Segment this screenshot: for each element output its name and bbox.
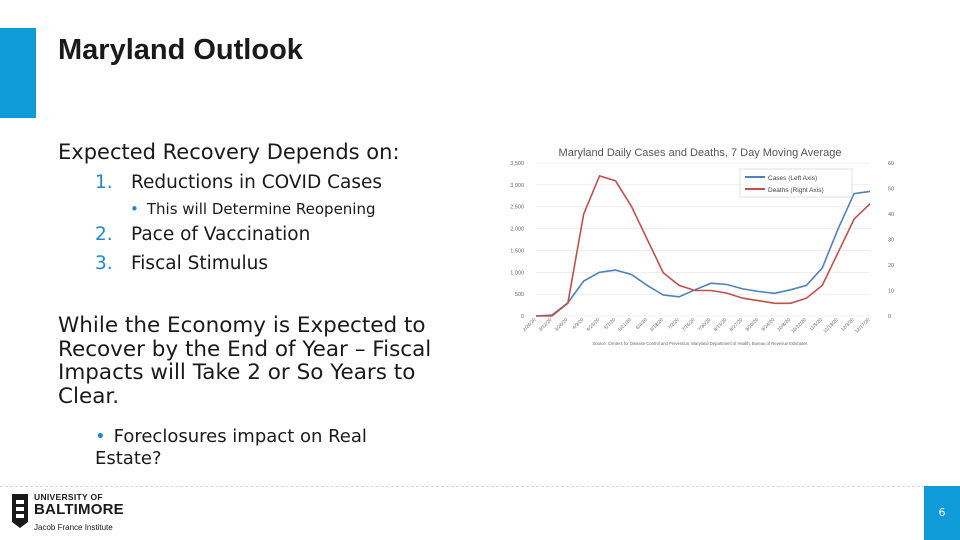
- list-item-1: 1. Reductions in COVID Cases: [95, 172, 382, 193]
- x-tick-label: 9/24/20: [760, 317, 776, 333]
- list-number: 3.: [95, 253, 113, 274]
- footer-divider: [0, 486, 960, 487]
- economy-paragraph: While the Economy is Expected to Recover…: [58, 313, 432, 409]
- list-item-text: Pace of Vaccination: [131, 224, 311, 245]
- x-tick-label: 7/30/20: [697, 317, 713, 333]
- sub-bullet-reopening: • This will Determine Reopening: [130, 200, 376, 218]
- left-tick-label: 1,500: [510, 248, 524, 254]
- list-item-text: Fiscal Stimulus: [131, 253, 268, 274]
- list-number: 1.: [95, 172, 113, 193]
- x-tick-label: 12/17/20: [854, 317, 872, 335]
- x-tick-label: 11/5/20: [808, 317, 824, 333]
- right-tick-label: 0: [888, 314, 891, 320]
- chart-right-axis: 0 10 20 30 40 50 60: [888, 161, 894, 320]
- intro-text: Expected Recovery Depends on:: [58, 140, 400, 164]
- x-tick-label: 6/18/20: [649, 317, 665, 333]
- left-tick-label: 2,000: [510, 227, 524, 233]
- left-tick-label: 3,500: [510, 161, 524, 167]
- right-tick-label: 30: [888, 238, 894, 244]
- left-tick-label: 0: [521, 314, 524, 320]
- logo-line-institute: Jacob France Institute: [34, 523, 113, 532]
- legend-label-cases: Cases (Left Axis): [768, 175, 817, 182]
- right-tick-label: 60: [888, 161, 894, 167]
- list-item-3: 3. Fiscal Stimulus: [95, 253, 268, 274]
- chart-x-axis: 2/26/20 3/12/20 3/26/20 4/9/20 4/23/20 5/7/20…: [522, 317, 872, 335]
- x-tick-label: 4/23/20: [585, 317, 601, 333]
- right-tick-label: 50: [888, 187, 894, 193]
- chart-legend: Cases (Left Axis) Deaths (Right Axis): [739, 168, 853, 198]
- sub-bullet-foreclosures: • Foreclosures impact on Real Estate?: [95, 426, 425, 469]
- right-tick-label: 10: [888, 289, 894, 295]
- bullet-icon: •: [95, 426, 106, 447]
- x-tick-label: 11/19/20: [822, 317, 839, 334]
- chart-title: Maryland Daily Cases and Deaths, 7 Day M…: [559, 147, 842, 159]
- logo-line-baltimore: BALTIMORE: [34, 501, 124, 518]
- logo-line-university: UNIVERSITY OF: [34, 492, 103, 502]
- chart-source: Source: Centers for Disease Control and …: [592, 341, 807, 346]
- x-tick-label: 8/27/20: [729, 317, 745, 333]
- x-tick-label: 8/13/20: [713, 317, 729, 333]
- chart-series: [535, 174, 871, 317]
- legend-label-deaths: Deaths (Right Axis): [768, 187, 824, 194]
- x-tick-label: 3/12/20: [538, 317, 554, 333]
- list-number: 2.: [95, 224, 113, 245]
- accent-bar: [0, 28, 36, 118]
- left-tick-label: 500: [515, 292, 524, 298]
- x-tick-label: 10/8/20: [776, 317, 792, 333]
- sub-bullet-text: This will Determine Reopening: [146, 200, 376, 218]
- right-tick-label: 40: [888, 212, 894, 218]
- bullet-icon: •: [130, 200, 139, 218]
- left-tick-label: 1,000: [510, 270, 524, 276]
- series-line-deaths: [536, 174, 871, 317]
- x-tick-label: 5/7/20: [603, 317, 617, 331]
- x-tick-label: 9/10/20: [745, 317, 761, 333]
- chart-left-axis: 0 500 1,000 1,500 2,000 2,500 3,000 3,500: [510, 161, 524, 320]
- left-tick-label: 3,000: [510, 183, 524, 189]
- x-tick-label: 2/26/20: [522, 317, 538, 333]
- series-line-cases: [535, 190, 871, 317]
- page-number: 6: [924, 486, 960, 540]
- x-tick-label: 3/26/20: [554, 317, 570, 333]
- x-tick-label: 7/16/20: [681, 317, 697, 333]
- slide-title: Maryland Outlook: [58, 34, 303, 66]
- university-logo-icon: [12, 494, 28, 528]
- x-tick-label: 7/2/20: [667, 317, 681, 331]
- university-logo: UNIVERSITY OF BALTIMORE Jacob France Ins…: [10, 492, 135, 536]
- right-tick-label: 20: [888, 263, 894, 269]
- list-item-text: Reductions in COVID Cases: [131, 172, 383, 193]
- x-tick-label: 10/22/20: [790, 317, 808, 335]
- covid-chart: Maryland Daily Cases and Deaths, 7 Day M…: [510, 147, 894, 346]
- x-tick-label: 6/4/20: [635, 317, 649, 331]
- x-tick-label: 5/21/20: [617, 317, 633, 333]
- x-tick-label: 12/3/20: [840, 317, 856, 333]
- chart-gridlines: [536, 162, 870, 317]
- sub-bullet-text: Foreclosures impact on Real Estate?: [95, 426, 367, 469]
- left-tick-label: 2,500: [510, 205, 524, 211]
- list-item-2: 2. Pace of Vaccination: [95, 224, 310, 245]
- x-tick-label: 4/9/20: [571, 317, 585, 331]
